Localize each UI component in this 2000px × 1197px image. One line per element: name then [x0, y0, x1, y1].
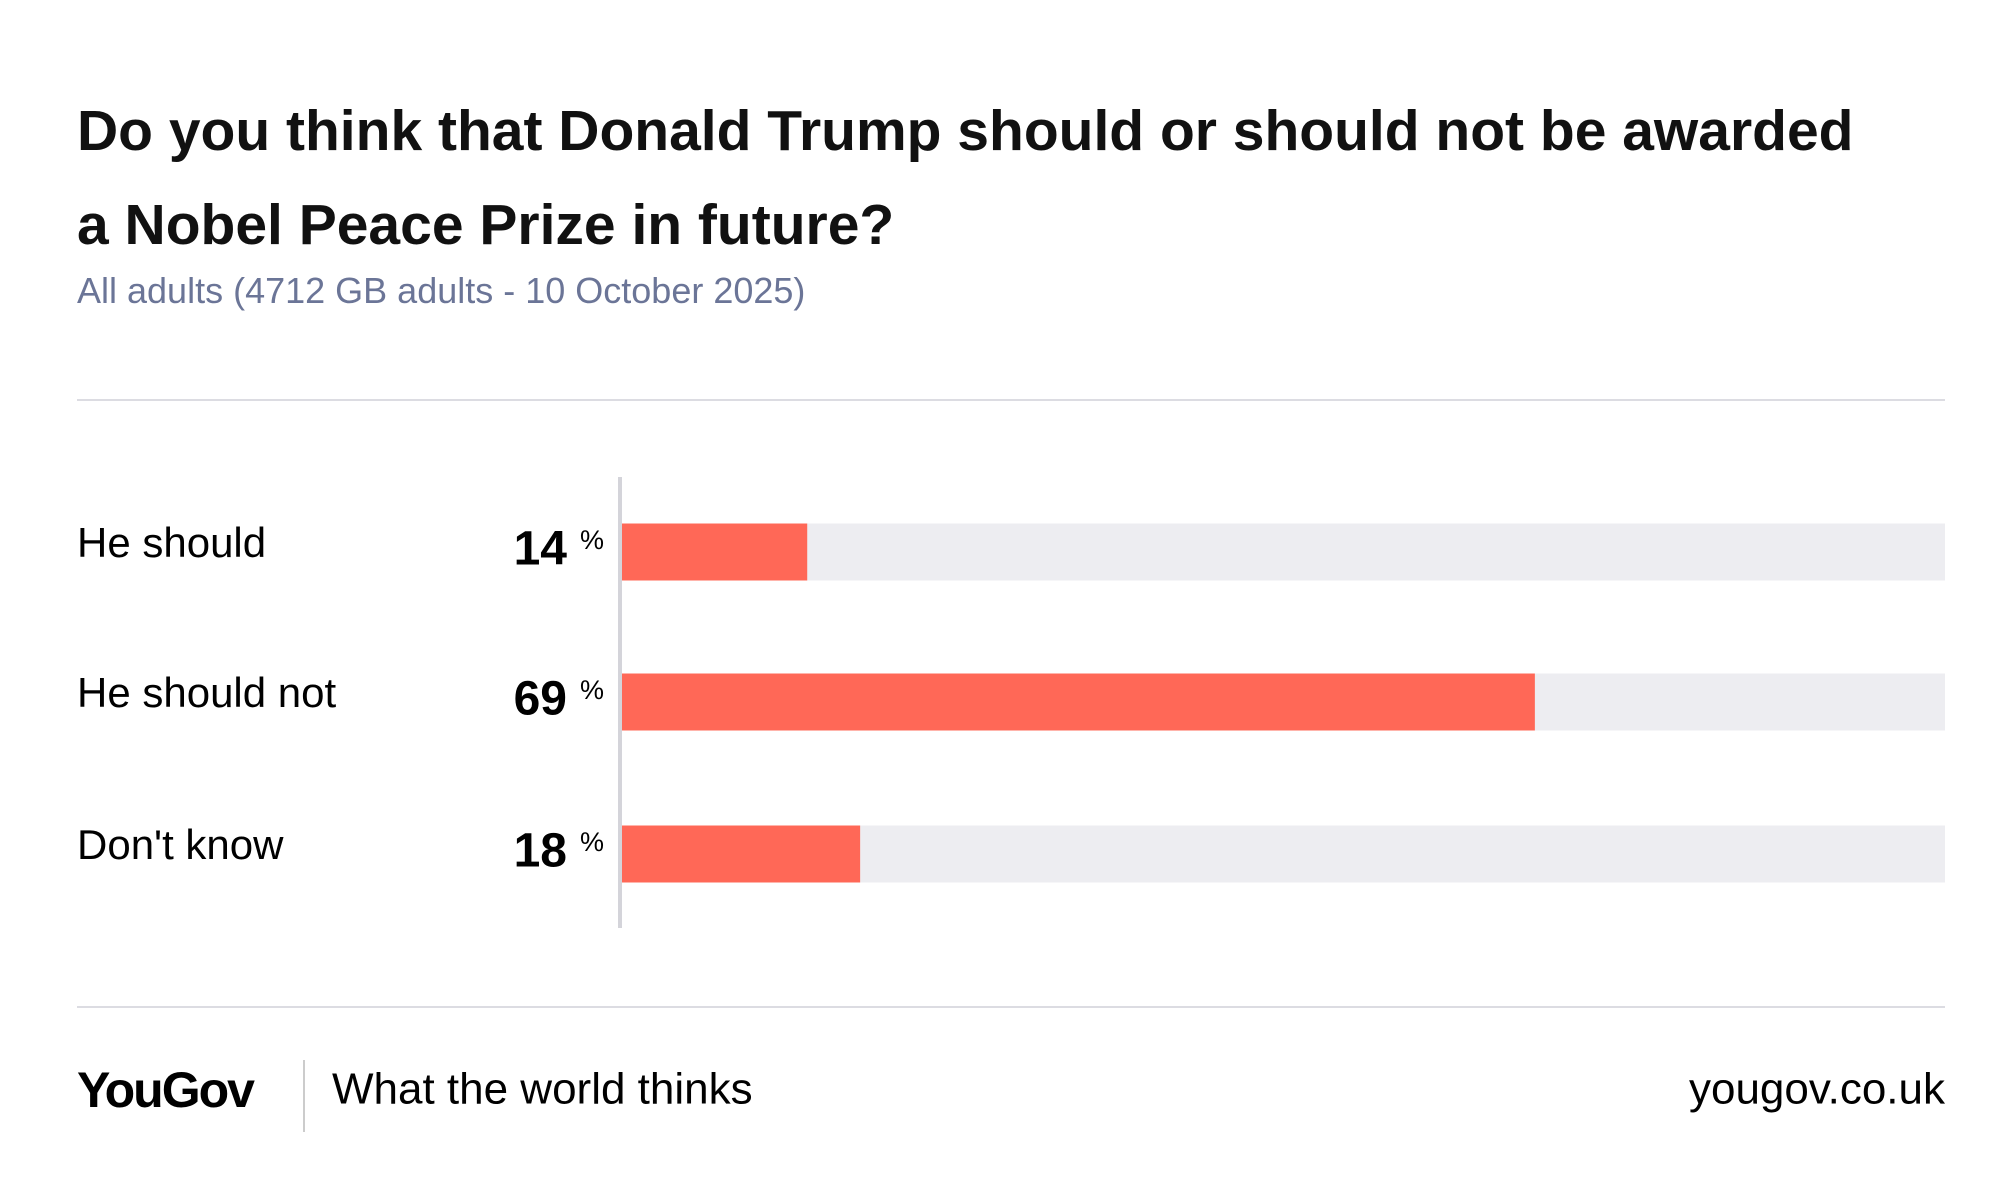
tagline: What the world thinks [332, 1065, 753, 1114]
value-label: 18 [514, 825, 567, 878]
value-label: 14 [514, 523, 568, 576]
category-label: Don't know [77, 821, 284, 868]
value-label: 69 [514, 673, 567, 726]
value-unit: % [580, 525, 604, 555]
value-unit: % [580, 827, 604, 857]
logo: YouGov [77, 1062, 255, 1118]
bar [622, 673, 1535, 731]
category-label: He should not [77, 669, 337, 716]
chart-title: Do you think that Donald Trump should or… [77, 99, 1854, 257]
category-label: He should [77, 519, 266, 566]
bar [622, 825, 861, 883]
value-unit: % [580, 675, 604, 705]
chart-subtitle: All adults (4712 GB adults - 10 October … [77, 270, 806, 311]
bar-track [622, 523, 1945, 581]
url: yougov.co.uk [1689, 1065, 1946, 1114]
bar [622, 523, 808, 581]
